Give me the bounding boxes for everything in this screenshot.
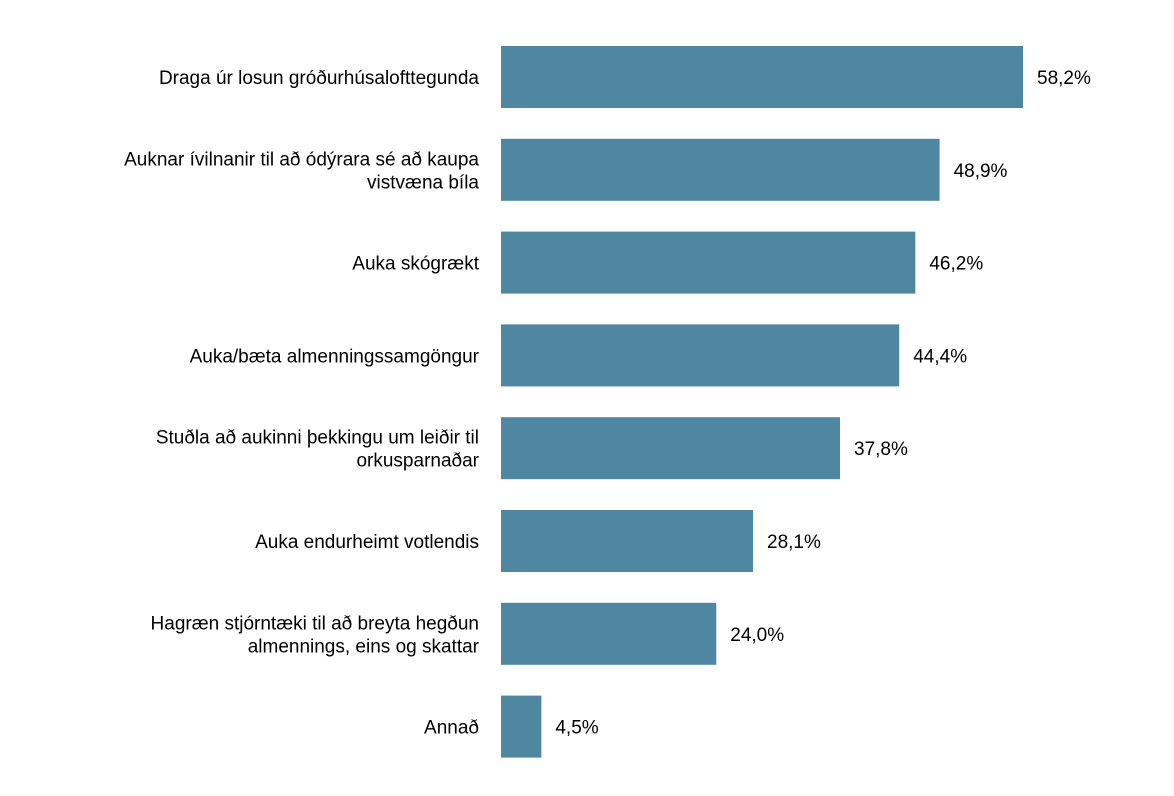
category-label-line: Auka skógrækt	[352, 254, 479, 275]
category-label-line: Auka/bæta almenningssamgöngur	[190, 346, 480, 367]
category-label-line: Auka endurheimt votlendis	[255, 532, 479, 553]
category-label: Hagræn stjórntæki til að breyta hegðun al…	[151, 613, 480, 657]
data-label: 37,8%	[854, 439, 908, 460]
category-label-line: almennings, eins og skattar	[248, 636, 480, 657]
category-label: Annað	[424, 718, 479, 739]
bar	[501, 46, 1023, 108]
category-label-line: Auknar ívilnanir til að ódýrara sé að ka…	[124, 149, 479, 170]
category-label: Auknar ívilnanir til að ódýrara sé að ka…	[124, 149, 479, 193]
category-label: Auka endurheimt votlendis	[255, 532, 479, 553]
bars-group	[501, 46, 1023, 758]
bar	[501, 138, 940, 201]
data-label: 4,5%	[555, 718, 598, 739]
data-label: 44,4%	[913, 346, 967, 367]
category-label-line: Stuðla að aukinni þekkingu um leiðir til	[156, 428, 479, 449]
data-label: 58,2%	[1037, 68, 1091, 89]
bar	[501, 695, 542, 758]
value-labels: 58,2% 48,9% 46,2% 44,4% 37,8% 28,1% 24,0% 4,5%	[555, 68, 1091, 739]
category-label-line: Annað	[424, 718, 479, 739]
data-label: 24,0%	[730, 625, 784, 646]
category-label-line: Hagræn stjórntæki til að breyta hegðun	[151, 613, 479, 634]
data-label: 46,2%	[929, 254, 983, 275]
data-label: 48,9%	[954, 161, 1008, 182]
bar	[501, 602, 717, 665]
category-label: Draga úr losun gróðurhúsalofttegunda	[159, 68, 479, 89]
category-label-line: vistvæna bíla	[367, 172, 479, 193]
bar	[501, 510, 754, 572]
category-label: Stuðla að aukinni þekkingu um leiðir til…	[156, 428, 480, 472]
bar	[501, 324, 900, 387]
bar	[501, 417, 841, 480]
data-label: 28,1%	[767, 532, 821, 553]
category-label-line: Draga úr losun gróðurhúsalofttegunda	[159, 68, 479, 89]
category-label-line: orkusparnaðar	[356, 451, 479, 472]
category-label: Auka/bæta almenningssamgöngur	[190, 346, 480, 367]
category-label: Auka skógrækt	[352, 254, 479, 275]
bar	[501, 231, 916, 294]
category-labels: Draga úr losun gróðurhúsalofttegunda Aukn…	[124, 68, 480, 739]
